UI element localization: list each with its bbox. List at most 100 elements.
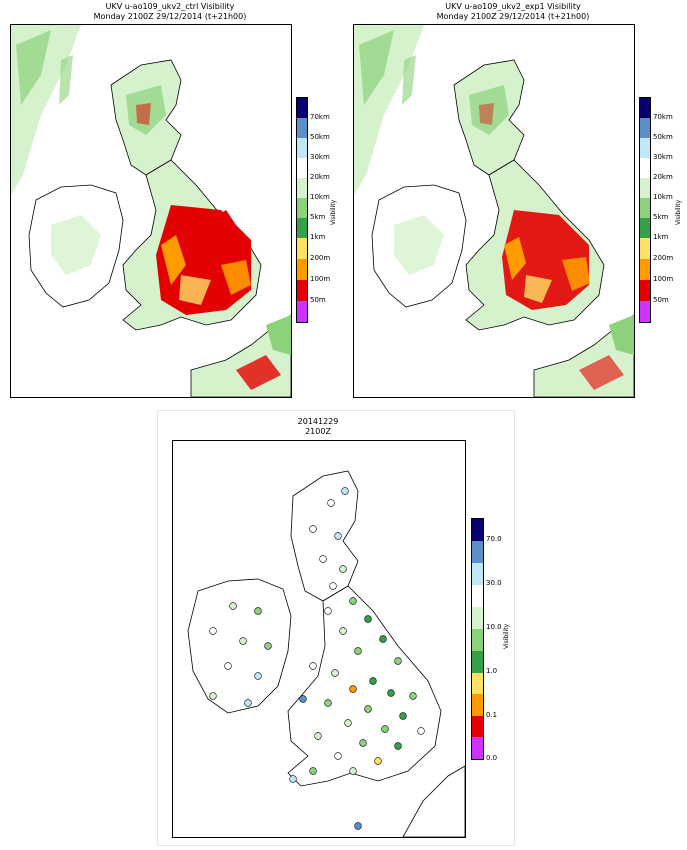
ctrl-cbar-tick-10km: 10km bbox=[310, 193, 330, 201]
ctrl-visibility-panel: UKV u-ao109_ukv2_ctrl Visibility Monday … bbox=[0, 0, 340, 400]
obs-station bbox=[399, 712, 407, 720]
obs-station bbox=[349, 597, 357, 605]
exp1-cbar-tick-50m: 50m bbox=[653, 296, 669, 304]
obs-station bbox=[364, 705, 372, 713]
obs-station bbox=[409, 692, 417, 700]
obs-station bbox=[334, 532, 342, 540]
exp1-cbar-tick-100m: 100m bbox=[653, 275, 674, 283]
exp1-visibility-panel: UKV u-ao109_ukv2_exp1 Visibility Monday … bbox=[343, 0, 687, 400]
obs-cbar-seg-11 bbox=[472, 737, 483, 759]
exp1-cbar-tick-20km: 20km bbox=[653, 173, 673, 181]
obs-title-line2: 2100Z bbox=[305, 427, 331, 436]
ctrl-cbar-label: Visibility bbox=[330, 199, 337, 225]
exp1-cbar-tick-70km: 70km bbox=[653, 113, 673, 121]
obs-station bbox=[319, 555, 327, 563]
obs-cbar-seg-5 bbox=[472, 607, 483, 629]
ctrl-colorbar bbox=[296, 97, 308, 323]
obs-station bbox=[394, 657, 402, 665]
obs-station bbox=[354, 822, 362, 830]
obs-station bbox=[299, 695, 307, 703]
obs-station bbox=[324, 699, 332, 707]
ctrl-cbar-seg-7 bbox=[297, 218, 307, 238]
obs-cbar-seg-10 bbox=[472, 716, 483, 737]
exp1-cbar-seg-8 bbox=[640, 238, 650, 259]
exp1-cbar-seg-7 bbox=[640, 218, 650, 238]
exp1-cbar-seg-10 bbox=[640, 280, 650, 301]
ctrl-cbar-seg-10 bbox=[297, 280, 307, 301]
obs-station bbox=[334, 752, 342, 760]
obs-station bbox=[314, 732, 322, 740]
obs-cbar-seg-3 bbox=[472, 563, 483, 585]
obs-station bbox=[254, 607, 262, 615]
ctrl-cbar-seg-11 bbox=[297, 301, 307, 322]
obs-stations bbox=[209, 487, 425, 830]
obs-cbar-seg-1 bbox=[472, 519, 483, 541]
obs-station bbox=[374, 757, 382, 765]
exp1-cbar-seg-5 bbox=[640, 178, 650, 198]
obs-station bbox=[254, 672, 262, 680]
ctrl-cbar-seg-1 bbox=[297, 98, 307, 118]
ctrl-cbar-tick-200m: 200m bbox=[310, 254, 331, 262]
obs-cbar-seg-2 bbox=[472, 541, 483, 563]
obs-france bbox=[402, 765, 465, 837]
obs-cbar-seg-9 bbox=[472, 694, 483, 716]
obs-cbar-tick-0-1: 0.1 bbox=[486, 711, 498, 719]
ctrl-cbar-tick-50km: 50km bbox=[310, 133, 330, 141]
ctrl-cbar-tick-1km: 1km bbox=[310, 233, 326, 241]
exp1-cbar-seg-6 bbox=[640, 198, 650, 218]
exp1-cbar-tick-5km: 5km bbox=[653, 213, 669, 221]
obs-station bbox=[369, 677, 377, 685]
obs-station bbox=[354, 647, 362, 655]
exp1-cbar-tick-200m: 200m bbox=[653, 254, 674, 262]
ctrl-cbar-seg-5 bbox=[297, 178, 307, 198]
ctrl-cbar-tick-5km: 5km bbox=[310, 213, 326, 221]
obs-station bbox=[209, 627, 217, 635]
ctrl-title-line2: Monday 2100Z 29/12/2014 (t+21h00) bbox=[93, 12, 247, 21]
exp1-title-line1: UKV u-ao109_ukv2_exp1 Visibility bbox=[445, 2, 581, 11]
exp1-cbar-tick-10km: 10km bbox=[653, 193, 673, 201]
ctrl-cbar-seg-4 bbox=[297, 158, 307, 178]
ctrl-cbar-seg-8 bbox=[297, 238, 307, 259]
exp1-cbar-seg-11 bbox=[640, 301, 650, 322]
obs-station bbox=[339, 565, 347, 573]
ctrl-cbar-seg-9 bbox=[297, 259, 307, 280]
obs-station bbox=[309, 767, 317, 775]
obs-visibility-panel: 20141229 2100Z bbox=[158, 411, 512, 843]
obs-station bbox=[229, 602, 237, 610]
obs-station bbox=[339, 627, 347, 635]
obs-station bbox=[239, 637, 247, 645]
exp1-colorbar bbox=[639, 97, 651, 323]
obs-station bbox=[381, 725, 389, 733]
obs-station bbox=[309, 662, 317, 670]
obs-station bbox=[417, 727, 425, 735]
obs-cbar-seg-6 bbox=[472, 629, 483, 651]
ctrl-cbar-seg-6 bbox=[297, 198, 307, 218]
ctrl-map bbox=[10, 24, 292, 398]
ctrl-cbar-seg-3 bbox=[297, 138, 307, 158]
obs-station bbox=[309, 525, 317, 533]
obs-station bbox=[387, 689, 395, 697]
obs-map bbox=[172, 440, 466, 838]
ctrl-cbar-tick-20km: 20km bbox=[310, 173, 330, 181]
ctrl-cbar-seg-2 bbox=[297, 118, 307, 138]
obs-cbar-seg-4 bbox=[472, 585, 483, 607]
obs-cbar-seg-8 bbox=[472, 673, 483, 694]
obs-cbar-label: Visibility bbox=[503, 623, 510, 649]
obs-cbar-tick-30: 30.0 bbox=[486, 579, 502, 587]
ctrl-cbar-tick-50m: 50m bbox=[310, 296, 326, 304]
obs-cbar-tick-1: 1.0 bbox=[486, 667, 498, 675]
exp1-cbar-seg-9 bbox=[640, 259, 650, 280]
exp1-title-line2: Monday 2100Z 29/12/2014 (t+21h00) bbox=[436, 12, 590, 21]
exp1-map bbox=[353, 24, 635, 398]
exp1-cbar-tick-1km: 1km bbox=[653, 233, 669, 241]
obs-station bbox=[331, 669, 339, 677]
obs-station bbox=[244, 699, 252, 707]
obs-station bbox=[349, 685, 357, 693]
obs-cbar-tick-0: 0.0 bbox=[486, 754, 498, 762]
ctrl-cbar-tick-30km: 30km bbox=[310, 153, 330, 161]
obs-station bbox=[224, 662, 232, 670]
exp1-cbar-seg-2 bbox=[640, 118, 650, 138]
obs-ireland bbox=[187, 578, 292, 714]
obs-station bbox=[209, 692, 217, 700]
obs-station bbox=[359, 739, 367, 747]
